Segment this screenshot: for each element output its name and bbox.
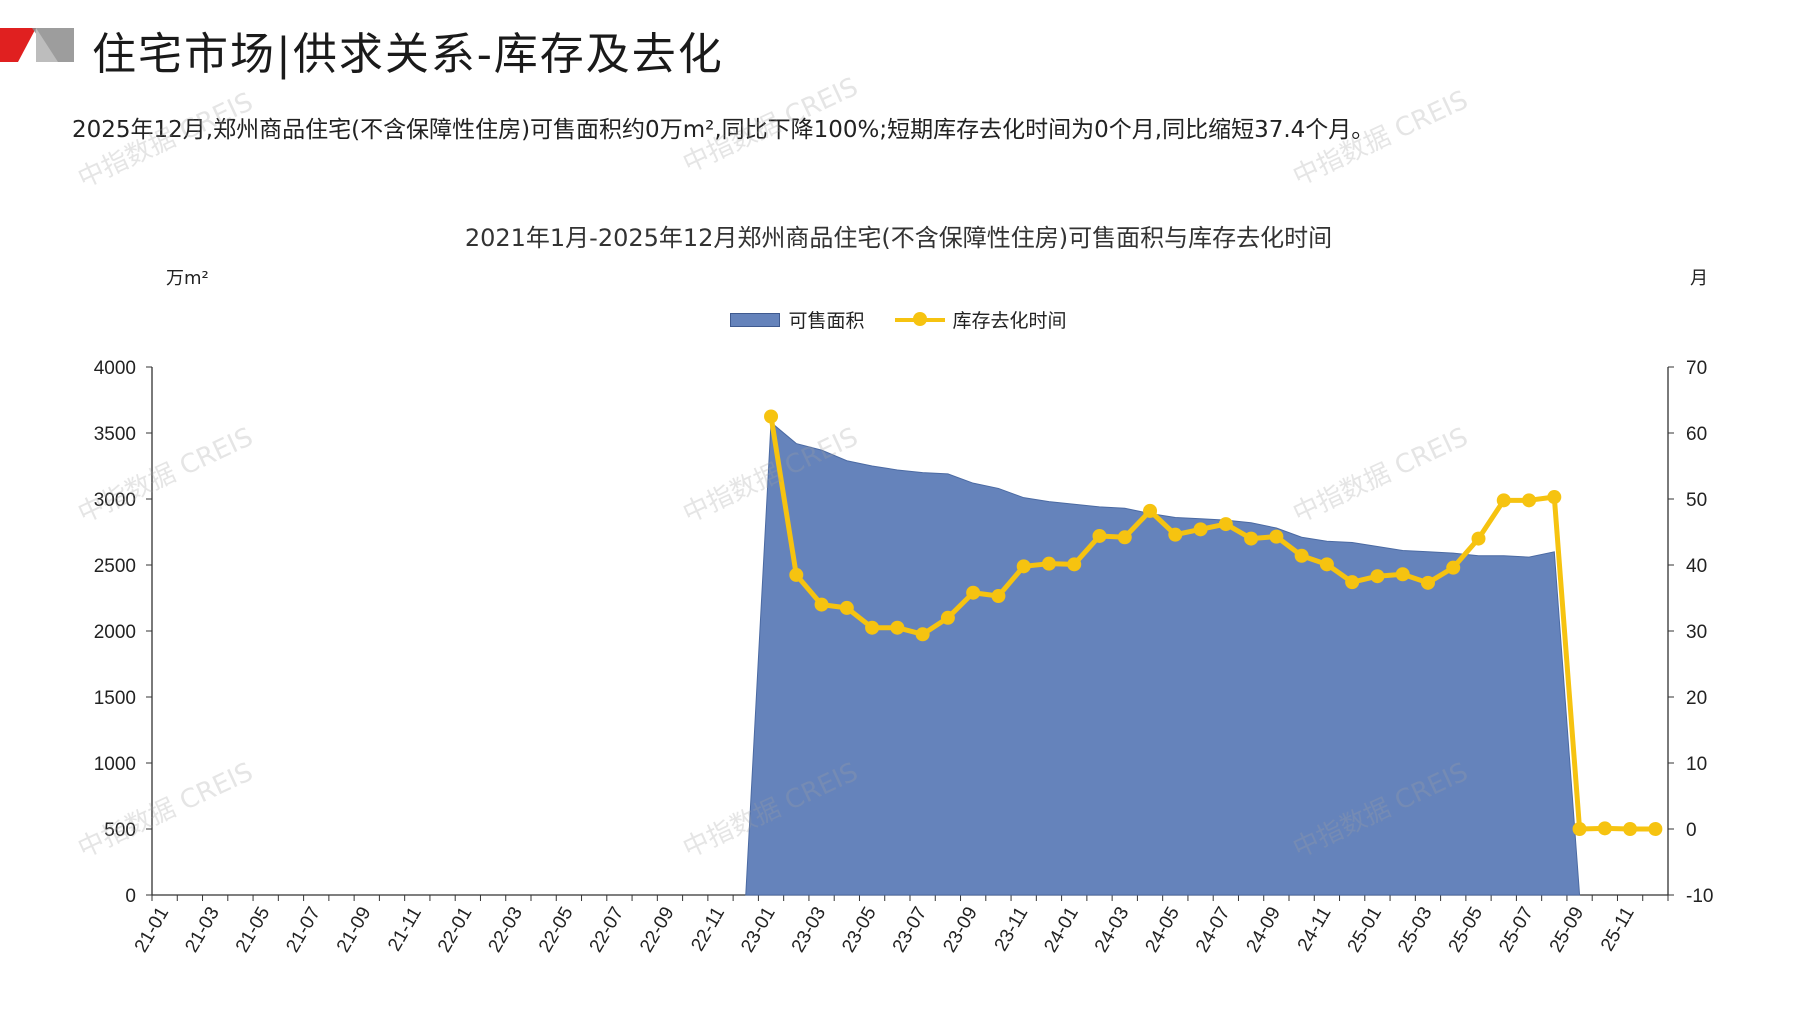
x-tick-label: 23-01 <box>737 904 779 957</box>
x-tick-label: 21-05 <box>232 904 274 957</box>
x-tick-label: 21-11 <box>384 904 426 955</box>
x-tick-label: 23-05 <box>838 904 880 957</box>
line-point <box>1370 569 1385 584</box>
right-tick-label: 0 <box>1686 820 1697 841</box>
x-tick-label: 22-03 <box>485 904 527 957</box>
line-point <box>1345 575 1360 590</box>
x-tick-label: 23-11 <box>991 904 1033 955</box>
line-point <box>1193 522 1208 537</box>
line-point <box>764 409 779 424</box>
line-point <box>1244 531 1259 546</box>
left-tick-label: 3500 <box>94 424 136 445</box>
right-tick-label: -10 <box>1686 886 1713 907</box>
line-point <box>1420 575 1435 590</box>
line-point <box>991 589 1006 604</box>
line-point <box>1117 530 1132 545</box>
x-tick-label: 24-05 <box>1141 904 1183 957</box>
right-tick-label: 70 <box>1686 358 1707 379</box>
left-tick-label: 1500 <box>94 688 136 709</box>
x-tick-label: 25-05 <box>1445 904 1487 957</box>
right-tick-label: 10 <box>1686 754 1707 775</box>
line-point <box>966 585 981 600</box>
left-tick-label: 1000 <box>94 754 136 775</box>
x-tick-label: 21-01 <box>131 904 173 957</box>
right-tick-label: 60 <box>1686 424 1707 445</box>
chart-title: 2021年1月-2025年12月郑州商品住宅(不含保障性住房)可售面积与库存去化… <box>464 224 1333 252</box>
line-point <box>1446 560 1461 575</box>
right-tick-label: 50 <box>1686 490 1707 511</box>
line-point <box>1547 490 1562 505</box>
line-point <box>915 627 930 642</box>
left-tick-label: 0 <box>125 886 136 907</box>
line-point <box>1496 493 1511 508</box>
legend-swatch-area <box>730 312 781 327</box>
line-point <box>789 567 804 582</box>
line-point <box>1041 556 1056 571</box>
line-point <box>890 620 905 635</box>
line-point <box>1319 557 1334 572</box>
line-point <box>1648 822 1663 836</box>
x-tick-label: 24-09 <box>1243 904 1285 957</box>
line-point <box>1597 821 1612 836</box>
x-tick-label: 25-01 <box>1344 904 1386 957</box>
x-tick-label: 24-11 <box>1294 904 1336 955</box>
right-axis-unit: 月 <box>1690 268 1708 289</box>
chart-legend: 可售面积 库存去化时间 <box>0 306 1797 333</box>
line-point <box>814 597 829 612</box>
x-tick-label: 21-03 <box>181 904 223 957</box>
corner-logo <box>0 28 74 74</box>
x-tick-label: 23-07 <box>889 904 931 957</box>
x-tick-label: 24-01 <box>1040 904 1082 957</box>
line-point <box>940 610 955 625</box>
line-point <box>1016 559 1031 574</box>
right-tick-label: 30 <box>1686 622 1707 643</box>
x-tick-label: 22-01 <box>434 904 476 957</box>
left-tick-label: 2000 <box>94 622 136 643</box>
left-tick-label: 4000 <box>94 358 136 379</box>
legend-label-line: 库存去化时间 <box>952 310 1067 332</box>
line-point <box>839 600 854 615</box>
x-tick-label: 24-07 <box>1192 904 1234 957</box>
line-point <box>1218 517 1233 532</box>
left-axis-unit: 万m² <box>166 268 209 289</box>
x-tick-label: 22-09 <box>636 904 678 957</box>
left-tick-label: 3000 <box>94 490 136 511</box>
line-point <box>1395 567 1410 582</box>
x-tick-label: 25-09 <box>1546 904 1588 957</box>
x-tick-label: 22-05 <box>535 904 577 957</box>
x-tick-label: 22-11 <box>687 904 729 955</box>
left-tick-label: 500 <box>104 820 136 841</box>
line-point <box>1623 822 1638 836</box>
line-point <box>1269 529 1284 544</box>
x-tick-label: 24-03 <box>1091 904 1133 957</box>
legend-swatch-line <box>894 311 945 326</box>
line-point <box>1143 503 1158 518</box>
page-title: 住宅市场|供求关系-库存及去化 <box>92 29 724 80</box>
x-tick-label: 25-11 <box>1597 904 1639 955</box>
legend-item-area: 可售面积 <box>730 306 865 333</box>
legend-label-area: 可售面积 <box>788 310 865 332</box>
x-tick-label: 21-09 <box>333 904 375 957</box>
line-point <box>1092 528 1107 543</box>
right-tick-label: 20 <box>1686 688 1707 709</box>
left-tick-label: 2500 <box>94 556 136 577</box>
x-tick-label: 25-03 <box>1394 904 1436 957</box>
right-tick-label: 40 <box>1686 556 1707 577</box>
x-tick-label: 21-07 <box>282 904 324 957</box>
line-point <box>1067 557 1082 572</box>
x-tick-label: 22-07 <box>586 904 628 957</box>
line-point <box>1572 822 1587 836</box>
area-series-available-stock <box>745 421 1581 896</box>
x-tick-label: 23-03 <box>788 904 830 957</box>
line-point <box>1522 493 1537 508</box>
x-tick-label: 25-07 <box>1495 904 1537 957</box>
summary-text: 2025年12月,郑州商品住宅(不含保障性住房)可售面积约0万m²,同比下降10… <box>72 117 1375 143</box>
line-point <box>1294 548 1309 563</box>
line-point <box>1471 531 1486 546</box>
line-point <box>1168 527 1183 542</box>
line-point <box>865 620 880 635</box>
legend-item-line: 库存去化时间 <box>894 306 1067 333</box>
x-tick-label: 23-09 <box>939 904 981 957</box>
